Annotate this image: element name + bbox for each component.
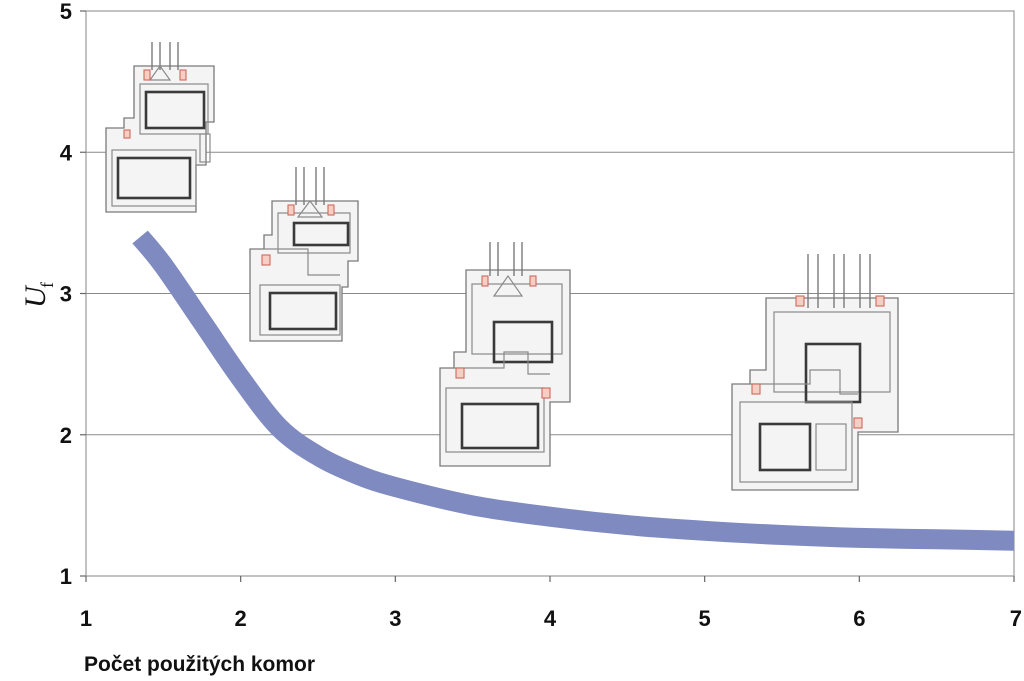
series-line xyxy=(132,230,1015,551)
y-tick-label: 2 xyxy=(60,423,72,448)
x-tick-label: 6 xyxy=(853,606,865,631)
x-tick-label: 1 xyxy=(80,606,92,631)
y-axis-title-group: U f xyxy=(19,282,57,308)
axis-ticks xyxy=(80,10,1015,582)
x-tick-label: 4 xyxy=(544,606,557,631)
x-tick-label: 2 xyxy=(235,606,247,631)
x-tick-label: 7 xyxy=(1010,606,1022,631)
window-profile-3-chamber-icon xyxy=(439,242,571,467)
y-tick-label: 4 xyxy=(60,140,73,165)
y-tick-label: 3 xyxy=(60,282,72,307)
x-axis-title: Počet použitých komor xyxy=(84,653,315,676)
tick-labels: 1 2 3 4 5 1 2 3 4 5 6 7 xyxy=(60,0,1022,631)
x-tick-label: 3 xyxy=(389,606,401,631)
x-tick-label: 5 xyxy=(699,606,711,631)
y-tick-label: 5 xyxy=(60,0,72,24)
window-profile-5-chamber-icon xyxy=(731,254,899,491)
y-tick-label: 1 xyxy=(60,564,72,589)
y-axis-title: U xyxy=(19,284,52,308)
window-profile-1-chamber-icon xyxy=(105,42,215,213)
y-axis-title-subscript: f xyxy=(37,282,57,288)
window-profile-2-chamber-icon xyxy=(249,167,359,342)
